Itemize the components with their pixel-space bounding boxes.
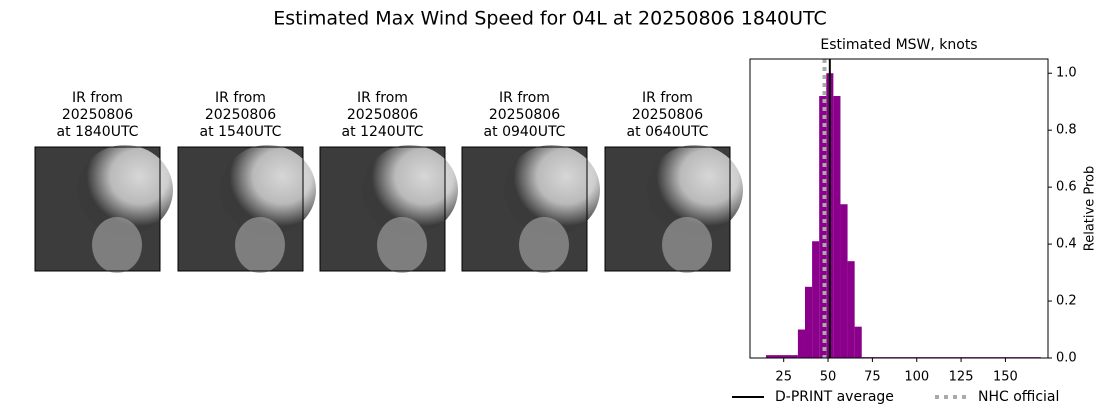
y-tick-label: 0.2 [1056, 294, 1077, 309]
y-tick-label: 0.4 [1056, 237, 1077, 252]
ir-cloud [92, 217, 142, 273]
ir-frame [34, 146, 161, 272]
y-tick-label: 0.0 [1056, 351, 1077, 366]
panel-label: IR from [72, 90, 123, 106]
ir-cloud [377, 217, 427, 273]
ir-cloud [77, 145, 173, 235]
figure-title: Estimated Max Wind Speed for 04L at 2025… [273, 8, 827, 30]
bar [833, 96, 841, 359]
y-tick-label: 0.8 [1056, 123, 1077, 138]
plot-frame [749, 58, 1049, 359]
y-tick-label: 0.6 [1056, 180, 1077, 195]
panel-label: IR from [215, 90, 266, 106]
x-tick-label: 100 [904, 370, 929, 385]
ir-cloud [519, 217, 569, 273]
panel-label: 20250806 [347, 107, 418, 123]
panel-label: IR from [357, 90, 408, 106]
y-axis-label: Relative Prob [1083, 166, 1098, 251]
panel-label: IR from [499, 90, 550, 106]
panel-label: at 0940UTC [484, 124, 566, 140]
bar [812, 241, 820, 358]
ir-cloud [647, 145, 743, 235]
ir-cloud [235, 217, 285, 273]
x-tick-label: 125 [949, 370, 974, 385]
legend-label: NHC official [978, 389, 1059, 405]
panel-label: IR from [642, 90, 693, 106]
bar [797, 329, 805, 358]
y-tick-label: 1.0 [1056, 66, 1077, 81]
bar [804, 286, 813, 358]
x-tick-label: 25 [775, 370, 792, 385]
bar [854, 326, 862, 358]
bar [847, 261, 855, 358]
x-tick-label: 150 [993, 370, 1018, 385]
ir-frame [461, 146, 588, 272]
panel-label: 20250806 [489, 107, 560, 123]
panel-label: at 1540UTC [200, 124, 282, 140]
legend-label: D-PRINT average [775, 389, 894, 405]
ir-frame [319, 146, 446, 272]
ir-frame [177, 146, 304, 272]
x-tick-label: 75 [864, 370, 881, 385]
panel-label: at 1240UTC [342, 124, 424, 140]
ir-cloud [362, 145, 458, 235]
panel-label: at 1840UTC [57, 124, 139, 140]
x-tick-label: 50 [820, 370, 837, 385]
bar [765, 355, 798, 358]
panel-label: 20250806 [205, 107, 276, 123]
ir-cloud [220, 145, 316, 235]
panel-label: at 0640UTC [627, 124, 709, 140]
panel-label: 20250806 [632, 107, 703, 123]
ir-cloud [662, 217, 712, 273]
chart-title: Estimated MSW, knots [820, 37, 977, 53]
ir-cloud [504, 145, 600, 235]
ir-frame [604, 146, 731, 272]
panel-label: 20250806 [62, 107, 133, 123]
bar [840, 204, 848, 358]
